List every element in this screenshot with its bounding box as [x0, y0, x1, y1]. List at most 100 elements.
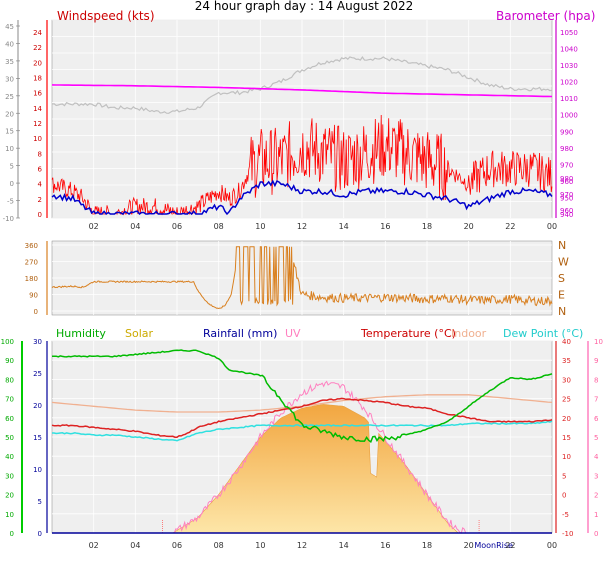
tick-label-rainfall: 25 [33, 370, 42, 378]
tick-label-uv: 8 [594, 376, 598, 384]
compass-label: N [558, 305, 566, 318]
tick-label-outer-left: 0 [10, 180, 14, 188]
tick-label-rainfall: 15 [33, 434, 42, 442]
barometer-axis-label: Barometer (hpa) [496, 9, 595, 23]
tick-label-outer-left: 45 [5, 23, 14, 31]
series-dewpoint [52, 420, 553, 442]
tick-label-direction: 180 [25, 275, 38, 283]
legend-indoor: Indoor [451, 327, 487, 340]
tick-label-temperature: 30 [562, 376, 571, 384]
tick-label-uv: 5 [594, 434, 598, 442]
tick-label-rainfall: 20 [33, 402, 42, 410]
tick-label-uv: 9 [594, 357, 598, 365]
compass-label: S [558, 272, 565, 285]
x-tick-label: 02 [89, 222, 99, 231]
tick-label-windspeed: 2 [38, 196, 42, 204]
tick-label-outer-left: 20 [5, 110, 14, 118]
series-windspeed-gust [51, 114, 553, 216]
tick-label-windspeed: 24 [33, 29, 42, 37]
compass-label: E [558, 289, 565, 302]
tick-label-humidity: 40 [5, 453, 14, 461]
tick-label-barometer: 970 [560, 161, 573, 169]
x-tick-label: 22 [505, 541, 515, 550]
tick-label-uv: 10 [594, 338, 603, 346]
x-tick-label: 00 [547, 541, 557, 550]
series-3 [51, 349, 553, 534]
tick-label-direction: 270 [25, 259, 38, 267]
tick-label-uv: 6 [594, 415, 599, 423]
tick-label-windspeed: 0 [38, 211, 42, 219]
tick-label-barometer: 1030 [560, 62, 578, 70]
tick-label-barometer: 1000 [560, 112, 578, 120]
tick-label-temperature: -10 [562, 530, 573, 538]
tick-label-outer-left: 15 [5, 128, 14, 136]
x-tick-label: 08 [214, 541, 224, 550]
tick-label-uv: 7 [594, 396, 598, 404]
x-tick-label: 14 [339, 541, 349, 550]
x-tick-label: 06 [172, 222, 182, 231]
tick-label-windspeed: 10 [33, 135, 42, 143]
tick-label-barometer: 950 [560, 194, 573, 202]
x-tick-label: 22 [505, 222, 515, 231]
x-tick-label: 02 [89, 541, 99, 550]
tick-label-humidity: 80 [5, 376, 14, 384]
tick-label-outer-left: 25 [5, 93, 14, 101]
tick-label-humidity: 10 [5, 511, 14, 519]
tick-label-temperature: 0 [562, 492, 566, 500]
tick-label-windspeed: 18 [33, 75, 42, 83]
tick-label-humidity: 20 [5, 492, 14, 500]
x-tick-label: 14 [339, 222, 349, 231]
tick-label-rainfall: 0 [38, 530, 42, 538]
tick-label-barometer: 1020 [560, 79, 578, 87]
axes-1: 454035302520151050-5-1024222018161412108… [3, 20, 578, 231]
tick-label-humidity: 100 [1, 338, 14, 346]
tick-label-barometer-inner: 970 [560, 191, 573, 199]
x-tick-label: 16 [380, 541, 390, 550]
tick-label-uv: 2 [594, 492, 598, 500]
tick-label-outer-left: 30 [5, 75, 14, 83]
tick-label-windspeed: 14 [33, 105, 42, 113]
tick-label-windspeed: 4 [38, 181, 43, 189]
legend-dewpoint: Dew Point (°C) [503, 327, 583, 340]
series-wind-direction [51, 246, 553, 310]
tick-label-barometer-inner: 980 [560, 175, 573, 183]
tick-label-outer-left: 10 [5, 145, 14, 153]
tick-label-outer-left: 40 [5, 40, 14, 48]
tick-label-uv: 4 [594, 453, 599, 461]
tick-label-rainfall: 30 [33, 338, 42, 346]
legend-temperature: Temperature (°C) [360, 327, 456, 340]
tick-label-barometer: 990 [560, 128, 573, 136]
x-tick-label: 12 [297, 541, 307, 550]
tick-label-outer-left: 35 [5, 58, 14, 66]
series-2 [51, 246, 553, 310]
tick-label-windspeed: 20 [33, 59, 42, 67]
compass-label: N [558, 239, 566, 252]
legend-rainfall: Rainfall (mm) [203, 327, 277, 340]
tick-label-barometer: 1050 [560, 29, 578, 37]
legend-solar: Solar [125, 327, 154, 340]
tick-label-temperature: 20 [562, 415, 571, 423]
x-tick-label: 16 [380, 222, 390, 231]
tick-label-rainfall: 10 [33, 466, 42, 474]
tick-label-temperature: 25 [562, 396, 571, 404]
tick-label-windspeed: 22 [33, 44, 42, 52]
tick-label-humidity: 70 [5, 396, 14, 404]
x-tick-label: 04 [130, 222, 140, 231]
tick-label-humidity: 30 [5, 472, 14, 480]
tick-label-temperature: 5 [562, 472, 566, 480]
tick-label-uv: 1 [594, 511, 598, 519]
tick-label-windspeed: 8 [38, 150, 42, 158]
x-tick-label: 18 [422, 541, 432, 550]
tick-label-windspeed: 16 [33, 90, 42, 98]
tick-label-humidity: 60 [5, 415, 14, 423]
tick-label-barometer-inner: 960 [560, 207, 573, 215]
series-barometer [51, 84, 553, 98]
tick-label-humidity: 90 [5, 357, 14, 365]
x-tick-label: MoonRise [474, 541, 513, 550]
tick-label-barometer: 980 [560, 145, 573, 153]
x-tick-label: 00 [547, 222, 557, 231]
humidity-temperature-panel: Humidity Solar Rainfall (mm) UV Temperature … [1, 327, 603, 550]
